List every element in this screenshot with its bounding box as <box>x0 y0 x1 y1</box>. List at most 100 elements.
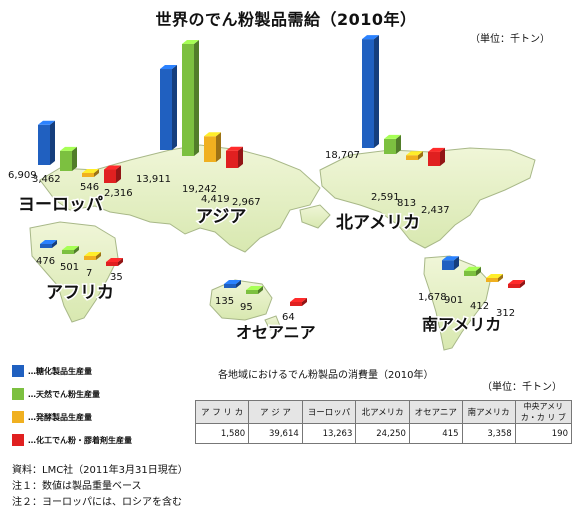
value-label: 813 <box>397 198 416 209</box>
bar-front <box>508 284 520 288</box>
bar-front <box>204 136 216 162</box>
bar-3-3 <box>106 258 123 266</box>
value-label: 4,419 <box>201 194 230 205</box>
value-label: 2,591 <box>371 192 400 203</box>
bar-top <box>290 298 307 302</box>
bar-front <box>406 155 418 160</box>
value-label: 412 <box>470 301 489 312</box>
bar-side <box>396 134 401 154</box>
bar-2-3 <box>428 147 445 166</box>
value-label: 35 <box>110 272 123 283</box>
bar-side <box>172 65 177 150</box>
bar-side <box>238 146 243 168</box>
value-label: 7 <box>86 268 92 279</box>
region-label: 南アメリカ <box>422 315 501 334</box>
table-header-cell: ヨーロッパ <box>301 400 357 424</box>
legend-label: …糖化製品生産量 <box>28 366 92 376</box>
bar-1-1 <box>182 40 199 156</box>
bar-side <box>72 146 77 171</box>
bar-2-0 <box>362 35 379 148</box>
bar-1-0 <box>160 65 177 150</box>
region-label: ヨーロッパ <box>18 195 103 215</box>
bar-side <box>74 246 79 254</box>
bar-top <box>486 274 503 278</box>
footnote-2: 注２：ヨーロッパには、ロシアを含む <box>12 497 182 508</box>
legend-item: …発酵製品生産量 <box>12 410 92 424</box>
value-label: 13,911 <box>136 174 171 185</box>
bar-side <box>374 35 379 148</box>
bar-side <box>302 298 307 306</box>
legend-swatch <box>12 434 24 446</box>
value-label: 501 <box>60 262 79 273</box>
bar-3-1 <box>62 246 79 254</box>
bar-1-2 <box>204 132 221 162</box>
bar-side <box>94 169 99 177</box>
bar-3-0 <box>40 240 57 248</box>
value-label: 1,678 <box>418 292 447 303</box>
bar-top <box>38 120 55 125</box>
bar-top <box>60 146 77 151</box>
bar-top <box>406 151 423 156</box>
bar-4-3 <box>290 298 307 306</box>
bar-side <box>116 165 121 183</box>
value-label: 64 <box>282 312 295 323</box>
table-cell: 1,580 <box>194 423 250 444</box>
value-label: 546 <box>80 182 99 193</box>
table-cell: 3,358 <box>461 423 516 444</box>
legend-label: …天然でん粉生産量 <box>28 389 100 399</box>
source-note: 資料：LMC社（2011年3月31日現在） <box>12 465 188 476</box>
bar-top <box>40 240 57 244</box>
bar-top <box>160 65 177 70</box>
table-header-cell: オセアニア <box>408 400 463 424</box>
bar-front <box>40 244 52 248</box>
bar-front <box>104 169 116 183</box>
footnote-1: 注１：数値は製品重量ベース <box>12 481 142 492</box>
bar-side <box>418 151 423 160</box>
bar-side <box>216 132 221 162</box>
bar-front <box>384 138 396 154</box>
bar-top <box>362 35 379 40</box>
bar-2-2 <box>406 151 423 160</box>
bar-side <box>258 286 263 294</box>
bar-front <box>224 284 236 288</box>
bar-side <box>52 240 57 248</box>
legend-swatch <box>12 411 24 423</box>
bar-top <box>104 165 121 170</box>
table-cell: 415 <box>408 423 463 444</box>
value-label: 3,462 <box>32 174 61 185</box>
table-header-cell: 南アメリカ <box>461 400 516 424</box>
table-caption: 各地域におけるでん粉製品の消費量（2010年） <box>218 370 434 381</box>
bar-side <box>498 274 503 282</box>
bar-top <box>106 258 123 262</box>
table-unit-label: （単位：千トン） <box>482 382 562 393</box>
bar-side <box>520 280 525 288</box>
bar-top <box>428 147 445 152</box>
consumption-table: ア フ リ カ ア ジ ア ヨーロッパ 北アメリカ オセアニア 南アメリカ 中央… <box>194 400 572 444</box>
bar-side <box>454 256 459 270</box>
bar-5-1 <box>464 266 481 276</box>
bar-top <box>82 169 99 173</box>
bar-marks <box>38 35 525 306</box>
bar-front <box>428 151 440 166</box>
region-label: アジア <box>196 207 246 227</box>
value-label: 19,242 <box>182 184 217 195</box>
bar-front <box>84 256 96 260</box>
bar-front <box>160 69 172 150</box>
bar-front <box>38 124 50 165</box>
bar-0-3 <box>104 165 121 183</box>
bar-front <box>442 260 454 270</box>
legend-item: …化工でん粉・膠着剤生産量 <box>12 433 132 447</box>
table-value-row: 1,580 39,614 13,263 24,250 415 3,358 190 <box>194 423 572 444</box>
table-header-cell: 中央アメリカ・カ リ ブ <box>514 400 572 424</box>
bar-top <box>226 146 243 151</box>
value-label: 476 <box>36 256 55 267</box>
bar-front <box>246 290 258 294</box>
bar-front <box>486 278 498 282</box>
bar-front <box>464 270 476 276</box>
value-label: 2,437 <box>421 205 450 216</box>
table-cell: 13,263 <box>301 423 357 444</box>
bar-side <box>476 266 481 276</box>
bar-front <box>60 150 72 171</box>
